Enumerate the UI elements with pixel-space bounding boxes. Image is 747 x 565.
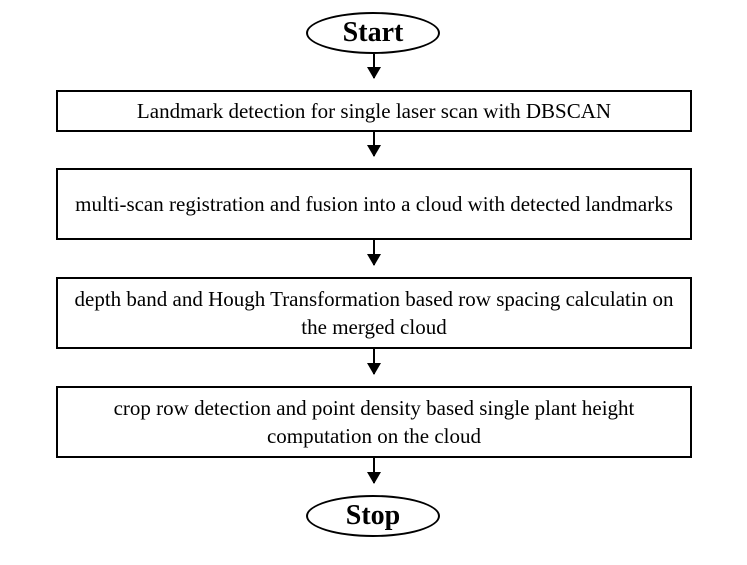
arrow-5 bbox=[373, 458, 375, 483]
process-step3: depth band and Hough Transformation base… bbox=[56, 277, 692, 349]
process-step4: crop row detection and point density bas… bbox=[56, 386, 692, 458]
arrow-2 bbox=[373, 132, 375, 156]
process-step3-label: depth band and Hough Transformation base… bbox=[68, 285, 680, 342]
process-step2-label: multi-scan registration and fusion into … bbox=[75, 190, 673, 218]
terminal-stop: Stop bbox=[306, 495, 440, 537]
arrow-4 bbox=[373, 349, 375, 374]
process-step2: multi-scan registration and fusion into … bbox=[56, 168, 692, 240]
arrow-1 bbox=[373, 54, 375, 78]
process-step4-label: crop row detection and point density bas… bbox=[68, 394, 680, 451]
arrow-3 bbox=[373, 240, 375, 265]
process-step1: Landmark detection for single laser scan… bbox=[56, 90, 692, 132]
terminal-start: Start bbox=[306, 12, 440, 54]
terminal-start-label: Start bbox=[343, 17, 404, 49]
process-step1-label: Landmark detection for single laser scan… bbox=[137, 97, 611, 125]
flowchart-container: Start Landmark detection for single lase… bbox=[0, 0, 747, 565]
terminal-stop-label: Stop bbox=[346, 500, 400, 532]
